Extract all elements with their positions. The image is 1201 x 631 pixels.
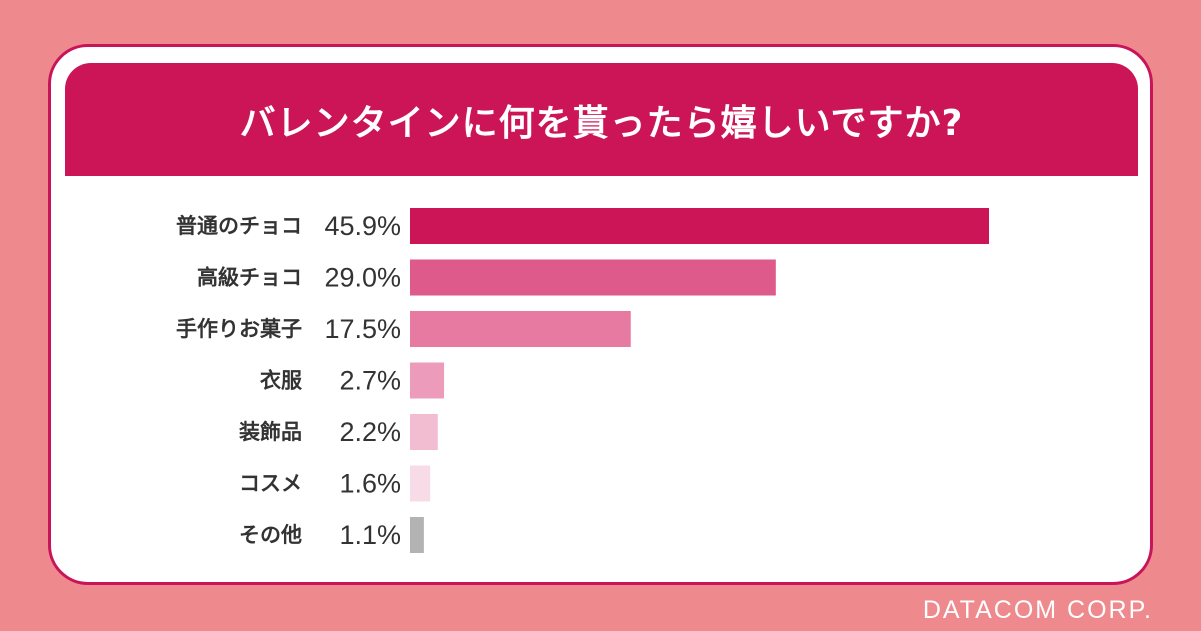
category-label-2: 手作りお菓子	[176, 317, 302, 341]
bar-4	[410, 414, 438, 450]
bar-2	[410, 311, 631, 347]
chart-title: バレンタインに何を貰ったら嬉しいですか?	[239, 102, 964, 144]
value-label-1: 29.0%	[324, 263, 401, 293]
bar-6	[410, 517, 424, 553]
category-label-0: 普通のチョコ	[176, 214, 302, 238]
category-label-6: その他	[239, 523, 302, 547]
value-label-3: 2.7%	[339, 366, 401, 396]
bar-3	[410, 362, 445, 399]
bar-5	[410, 465, 431, 502]
value-label-5: 1.6%	[339, 469, 401, 499]
category-label-1: 高級チョコ	[197, 266, 302, 290]
value-label-6: 1.1%	[339, 520, 401, 550]
category-label-4: 装飾品	[239, 420, 302, 444]
category-label-3: 衣服	[260, 369, 303, 393]
value-label-2: 17.5%	[324, 314, 401, 344]
category-label-5: コスメ	[239, 472, 302, 496]
chart-card: バレンタインに何を貰ったら嬉しいですか?	[48, 44, 1153, 585]
title-banner: バレンタインに何を貰ったら嬉しいですか?	[65, 63, 1138, 176]
brand-footer: DATACOM CORP.	[922, 596, 1153, 624]
bar-0	[410, 208, 989, 244]
bar-1	[410, 259, 776, 296]
value-label-0: 45.9%	[324, 211, 401, 241]
value-label-4: 2.2%	[339, 417, 401, 447]
